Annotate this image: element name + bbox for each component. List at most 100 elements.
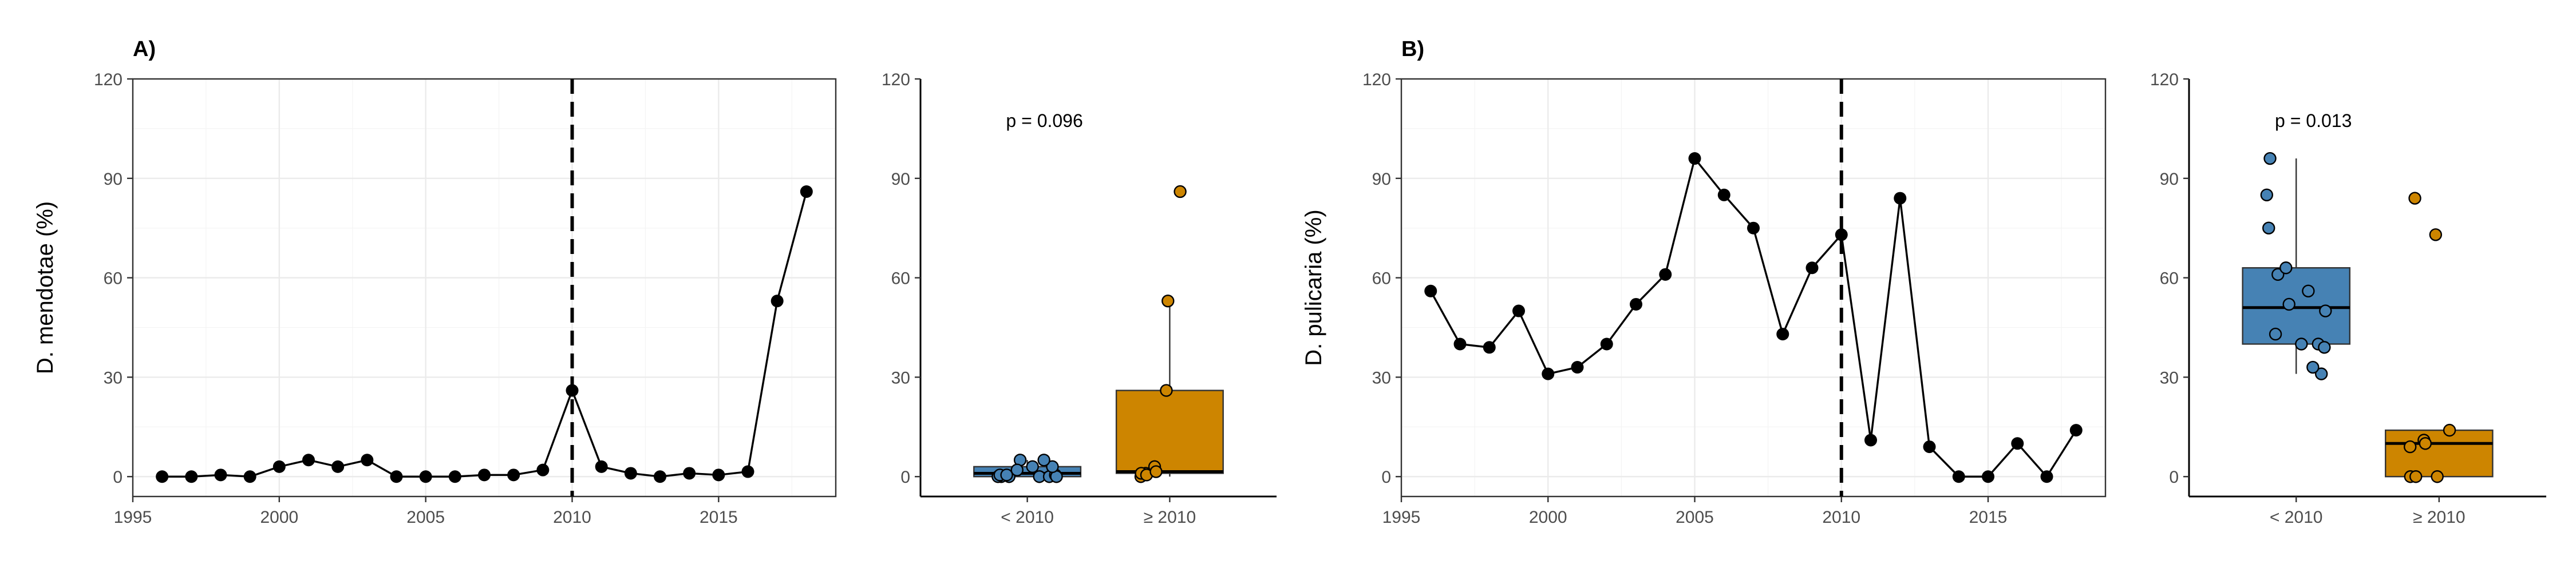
data-point xyxy=(595,460,608,473)
jitter-point xyxy=(2263,152,2277,165)
B_ts-plot-frame xyxy=(1400,78,2107,498)
box-after-2010 xyxy=(2385,429,2494,478)
data-point xyxy=(654,470,666,483)
y-axis-label: D. mendotae (%) xyxy=(33,201,58,374)
data-point xyxy=(331,460,345,473)
data-point xyxy=(1512,304,1525,317)
jitter-point xyxy=(1160,384,1173,397)
jitter-point xyxy=(2431,470,2444,483)
data-point xyxy=(1600,337,1613,351)
y-tick-label: 90 xyxy=(1372,170,1391,189)
jitter-point xyxy=(2319,304,2332,317)
x-tick-label: 2015 xyxy=(1969,508,2008,527)
y-tick-label: 0 xyxy=(113,468,123,487)
data-point xyxy=(1424,284,1437,297)
data-point xyxy=(390,470,403,483)
jitter-point xyxy=(2295,337,2308,351)
panel-label: B) xyxy=(1401,37,1424,61)
x-tick-label: 2015 xyxy=(700,508,738,527)
data-point xyxy=(448,470,461,483)
jitter-point xyxy=(2282,297,2296,311)
data-point xyxy=(419,470,432,483)
data-point xyxy=(1659,268,1672,281)
p-value-label: p = 0.013 xyxy=(2275,110,2352,131)
data-point xyxy=(185,470,198,483)
data-point xyxy=(1453,337,1467,351)
data-point xyxy=(771,295,784,308)
y-tick-label: 30 xyxy=(2160,368,2179,387)
data-point xyxy=(361,454,374,467)
jitter-point xyxy=(2403,440,2417,454)
data-point xyxy=(2040,470,2053,483)
data-point xyxy=(1630,297,1642,311)
y-tick-label: 60 xyxy=(2160,269,2179,288)
jitter-point xyxy=(2269,327,2282,341)
x-tick-label: 2000 xyxy=(1529,508,1567,527)
x-tick-label: 2005 xyxy=(406,508,445,527)
data-point xyxy=(1688,152,1701,165)
B_box-panel: 0 30 60 90 120 < 2010 ≥ 2010 p = 0.013 xyxy=(2150,70,2546,527)
y-tick-label: 120 xyxy=(2150,70,2179,89)
jitter-point xyxy=(2318,341,2331,354)
x-category-label: < 2010 xyxy=(1001,508,1054,527)
jitter-point xyxy=(2408,192,2421,205)
data-point xyxy=(1542,367,1555,380)
jitter-point xyxy=(1010,463,1024,476)
jitter-point xyxy=(1174,185,1187,198)
data-point xyxy=(272,460,286,473)
x-tick-label: 2000 xyxy=(260,508,298,527)
data-point xyxy=(1483,341,1496,354)
y-tick-label: 60 xyxy=(104,269,123,288)
data-point xyxy=(302,454,315,467)
B_ts-panel: 1995 2000 2005 2010 2015 0 30 60 90 120 D. pulicar… xyxy=(1301,37,2107,527)
jitter-point xyxy=(2279,261,2293,275)
jitter-point xyxy=(2262,221,2275,235)
y-tick-label: 0 xyxy=(2169,468,2179,487)
jitter-point xyxy=(2409,470,2423,483)
data-point xyxy=(566,384,579,397)
y-tick-label: 60 xyxy=(1372,269,1391,288)
data-point xyxy=(1805,261,1819,275)
x-tick-label: 2010 xyxy=(1822,508,1860,527)
x-tick-label: 2005 xyxy=(1676,508,1714,527)
y-tick-label: 60 xyxy=(891,269,910,288)
data-point xyxy=(1982,470,1994,483)
y-tick-label: 30 xyxy=(1372,368,1391,387)
y-tick-label: 30 xyxy=(104,368,123,387)
data-point xyxy=(1894,192,1907,205)
jitter-point xyxy=(2419,437,2432,450)
data-point xyxy=(507,468,520,482)
data-point xyxy=(1835,228,1848,241)
data-point xyxy=(243,470,256,483)
data-point xyxy=(478,468,491,482)
data-point xyxy=(1952,470,1965,483)
y-tick-label: 90 xyxy=(104,170,123,189)
y-tick-label: 120 xyxy=(94,70,123,89)
data-point xyxy=(1717,188,1730,201)
data-point xyxy=(800,185,813,198)
jitter-point xyxy=(2306,360,2320,374)
jitter-point xyxy=(1046,460,1059,474)
series-line xyxy=(162,191,808,478)
jitter-point xyxy=(1149,465,1163,478)
jitter-point xyxy=(2429,228,2443,241)
A_ts-panel: 1995 2000 2005 2010 2015 0 30 60 90 120 D. mendota… xyxy=(33,37,837,527)
panel-label: A) xyxy=(133,37,156,61)
data-point xyxy=(624,467,637,480)
y-tick-label: 120 xyxy=(882,70,910,89)
y-tick-label: 0 xyxy=(1381,468,1391,487)
x-tick-label: 2010 xyxy=(553,508,591,527)
A_ts-plot-frame xyxy=(132,78,837,498)
jitter-point xyxy=(2260,188,2273,201)
p-value-label: p = 0.096 xyxy=(1006,110,1082,131)
y-tick-label: 120 xyxy=(1362,70,1391,89)
data-point xyxy=(536,463,550,476)
jitter-point xyxy=(2443,423,2456,437)
data-point xyxy=(1747,221,1760,235)
data-point xyxy=(2069,424,2083,437)
data-point xyxy=(1776,328,1789,341)
y-axis-label: D. pulicaria (%) xyxy=(1301,209,1326,366)
y-tick-label: 30 xyxy=(891,368,910,387)
data-point xyxy=(1864,434,1877,447)
